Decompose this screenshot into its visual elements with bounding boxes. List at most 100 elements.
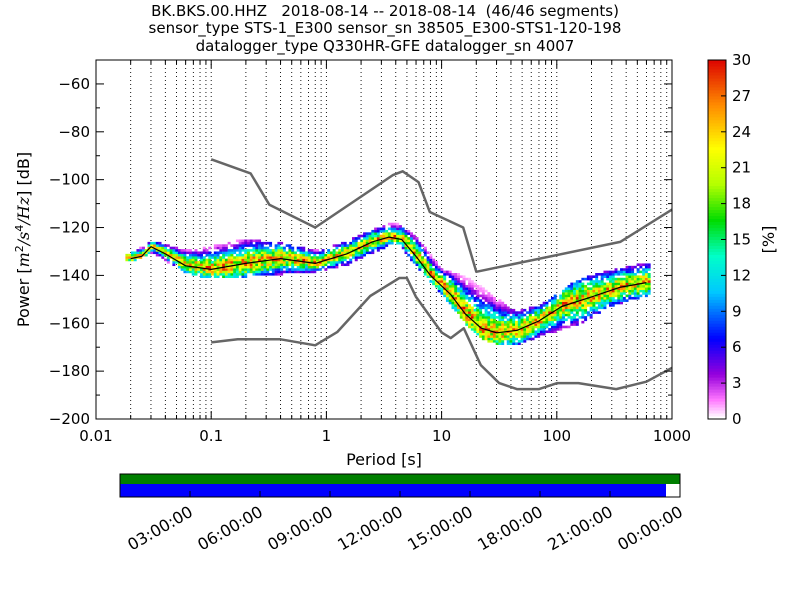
histogram-cell <box>550 308 554 312</box>
x-tick-label: 1000 <box>653 427 691 445</box>
histogram-cell <box>338 261 342 264</box>
histogram-cell <box>603 292 607 295</box>
histogram-cell <box>567 316 571 319</box>
histogram-cell <box>575 304 579 307</box>
histogram-cell <box>186 249 190 252</box>
histogram-cell <box>307 270 311 274</box>
histogram-cell <box>492 308 496 312</box>
histogram-cell <box>553 323 557 326</box>
histogram-cell <box>614 282 618 286</box>
histogram-cell <box>211 261 215 264</box>
histogram-cell <box>534 316 538 319</box>
histogram-cell <box>379 234 383 238</box>
histogram-cell <box>603 282 607 286</box>
histogram-cell <box>631 282 635 286</box>
histogram-cell <box>457 273 460 276</box>
histogram-cell <box>628 296 632 300</box>
histogram-cell <box>603 299 607 302</box>
histogram-cell <box>280 256 284 259</box>
histogram-cell <box>335 265 339 269</box>
histogram-cell <box>584 284 588 288</box>
histogram-cell <box>537 313 541 317</box>
histogram-cell <box>437 289 441 293</box>
histogram-cell <box>581 294 585 298</box>
histogram-cell <box>570 292 574 295</box>
histogram-cell <box>487 301 491 305</box>
histogram-cell <box>213 273 217 276</box>
histogram-cell <box>586 282 590 286</box>
colorbar-segment <box>708 134 726 139</box>
histogram-cell <box>252 249 256 252</box>
histogram-cell <box>548 320 552 324</box>
histogram-cell <box>374 229 378 233</box>
histogram-cell <box>479 301 483 305</box>
histogram-cell <box>282 253 286 257</box>
colorbar-segment <box>708 254 726 258</box>
histogram-cell <box>573 282 577 286</box>
histogram-cell <box>562 289 565 293</box>
histogram-cell <box>271 273 275 276</box>
colorbar-segment <box>708 347 726 351</box>
histogram-cell <box>503 337 507 341</box>
y-axis-label-part: /s <box>14 232 33 248</box>
histogram-cell <box>349 249 353 252</box>
histogram-cell <box>277 268 281 271</box>
histogram-cell <box>291 246 295 250</box>
histogram-cell <box>459 287 463 290</box>
histogram-cell <box>244 253 248 257</box>
colorbar-tick-label: 24 <box>732 123 751 141</box>
histogram-cell <box>169 251 173 255</box>
histogram-cell <box>246 253 250 257</box>
histogram-cell <box>216 256 220 259</box>
colorbar-segment <box>708 257 726 261</box>
histogram-cell <box>589 301 593 305</box>
histogram-cell <box>459 282 463 286</box>
histogram-cell <box>230 265 234 269</box>
histogram-cell <box>269 268 273 271</box>
histogram-cell <box>335 246 339 250</box>
histogram-cell <box>570 287 574 290</box>
x-axis-label: Period [s] <box>346 450 422 469</box>
histogram-cell <box>147 244 151 247</box>
colorbar-segment <box>708 395 726 399</box>
histogram-cell <box>280 249 284 252</box>
histogram-cell <box>512 311 516 314</box>
histogram-cell <box>398 239 402 243</box>
histogram-cell <box>371 246 375 250</box>
histogram-cell <box>346 261 350 264</box>
histogram-cell <box>556 311 560 314</box>
histogram-cell <box>255 241 259 245</box>
histogram-cell <box>166 258 170 262</box>
histogram-cell <box>562 301 565 305</box>
histogram-cell <box>293 268 297 271</box>
histogram-cell <box>600 299 604 302</box>
histogram-cell <box>570 304 574 307</box>
histogram-cell <box>332 244 336 247</box>
histogram-cell <box>271 251 275 255</box>
histogram-cell <box>434 263 438 267</box>
histogram-cell <box>584 277 588 281</box>
histogram-cell <box>600 301 604 305</box>
histogram-cell <box>434 284 438 288</box>
histogram-cell <box>468 308 472 312</box>
histogram-cell <box>462 304 466 307</box>
histogram-cell <box>490 304 494 307</box>
histogram-cell <box>537 330 541 334</box>
histogram-cell <box>285 268 289 271</box>
histogram-cell <box>327 256 331 259</box>
histogram-cell <box>260 265 264 269</box>
histogram-cell <box>620 294 624 298</box>
histogram-cell <box>647 275 651 278</box>
histogram-cell <box>310 258 314 262</box>
histogram-cell <box>498 320 502 324</box>
histogram-cell <box>542 301 546 305</box>
histogram-cell <box>479 289 483 293</box>
colorbar-tick-label: 9 <box>732 302 742 320</box>
histogram-cell <box>258 256 262 259</box>
histogram-cell <box>235 265 239 269</box>
histogram-cell <box>194 249 198 252</box>
histogram-cell <box>175 256 179 259</box>
histogram-cell <box>633 287 637 290</box>
histogram-cell <box>620 273 624 276</box>
histogram-cell <box>548 330 552 334</box>
